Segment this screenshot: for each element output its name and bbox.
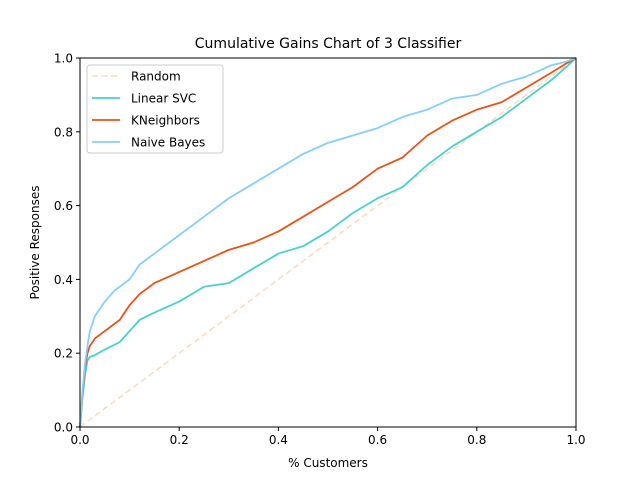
legend-label-kneighbors: KNeighbors [131, 114, 200, 128]
x-tick-label: 0.4 [269, 433, 288, 447]
legend-items: Random Linear SVC KNeighbors Naive Bayes [92, 70, 205, 150]
y-tick-label: 0.6 [54, 199, 73, 213]
x-tick-label: 1.0 [566, 433, 585, 447]
series-line-linear-svc [79, 57, 577, 428]
x-tick-label: 0.2 [170, 433, 189, 447]
x-tick-label: 0.8 [467, 433, 486, 447]
y-tick-label: 0.2 [54, 347, 73, 361]
series-line-random [79, 57, 577, 428]
legend-label-linear-svc: Linear SVC [131, 92, 196, 106]
y-tick-label: 0.0 [54, 421, 73, 435]
x-axis-label: % Customers [288, 456, 368, 470]
y-axis-ticks: 0.0 0.2 0.4 0.6 0.8 1.0 [54, 52, 80, 435]
legend-label-random: Random [131, 70, 181, 84]
plot-frame [79, 57, 577, 428]
x-axis-ticks: 0.0 0.2 0.4 0.6 0.8 1.0 [70, 427, 586, 447]
y-tick-label: 0.4 [54, 273, 73, 287]
series-line-kneighbors [79, 57, 577, 428]
legend: Random Linear SVC KNeighbors Naive Bayes [86, 64, 224, 154]
x-tick-label: 0.0 [70, 433, 89, 447]
legend-box [86, 64, 224, 154]
x-tick-label: 0.6 [368, 433, 387, 447]
y-tick-label: 0.8 [54, 125, 73, 139]
y-tick-label: 1.0 [54, 52, 73, 66]
series-layer [79, 57, 577, 428]
y-axis-label: Positive Responses [28, 186, 42, 300]
series-line-naive-bayes [79, 57, 577, 428]
legend-label-naive-bayes: Naive Bayes [131, 136, 205, 150]
chart-title: Cumulative Gains Chart of 3 Classifier [195, 36, 462, 52]
